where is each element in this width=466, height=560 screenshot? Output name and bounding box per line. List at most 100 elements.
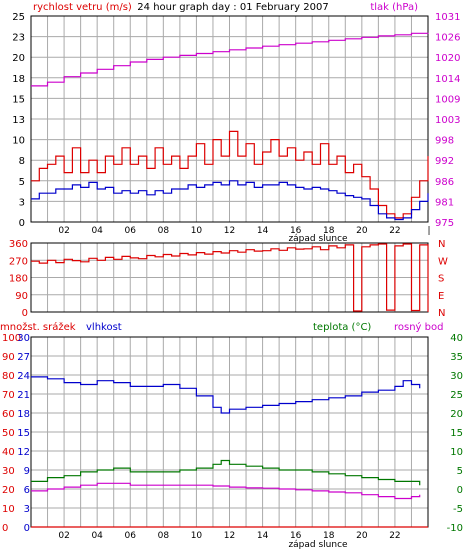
wind-speed-axis-label: rychlost vetru (m/s): [33, 2, 132, 13]
pressure-y-tick: 981: [435, 197, 454, 208]
rain-y-tick: 20: [2, 485, 15, 496]
humidity-y-tick: 9: [24, 466, 30, 477]
temperature-y-tick: -5: [453, 504, 463, 515]
pressure-y-tick: 1003: [435, 115, 460, 126]
humidity-y-tick: 18: [17, 409, 30, 420]
x-tick-label: 02: [58, 531, 69, 541]
humidity-y-tick: 24: [17, 371, 30, 382]
temperature-y-tick: 25: [450, 390, 463, 401]
direction-y-tick: 360: [9, 239, 28, 250]
rain-y-tick: 90: [2, 352, 15, 363]
wind-y-tick: 15: [12, 94, 25, 105]
pressure-y-tick: 1026: [435, 33, 460, 44]
compass-tick: S: [438, 274, 444, 285]
x-tick-label: 14: [257, 531, 269, 541]
pressure-y-tick: 1009: [435, 94, 460, 105]
compass-tick: N: [438, 239, 445, 250]
x-tick-label: 12: [224, 531, 235, 541]
rain-y-tick: 50: [2, 428, 15, 439]
x-tick-label: 08: [158, 226, 170, 236]
humidity-y-tick: 30: [17, 333, 30, 344]
humidity-y-tick: 15: [17, 428, 30, 439]
temperature-y-tick: 40: [450, 333, 463, 344]
pressure-y-tick: 1031: [435, 12, 460, 23]
humidity-y-tick: 6: [24, 485, 30, 496]
pressure-line: [31, 32, 429, 87]
rain-axis-label: množst. srážek: [0, 321, 76, 333]
rain-y-tick: 70: [2, 390, 15, 401]
direction-y-tick: 90: [15, 291, 28, 302]
direction-y-tick: 270: [9, 256, 28, 267]
wind-direction-line: [31, 243, 429, 312]
dewpoint-axis-label: rosný bod: [394, 321, 443, 333]
x-tick-label: 22: [389, 531, 400, 541]
temperature-axis-label: teplota (°C): [313, 322, 371, 333]
sunset-label-bottom: západ slunce: [288, 540, 348, 550]
x-tick-label: 04: [91, 531, 103, 541]
x-tick-label: 16: [290, 226, 302, 236]
rain-y-tick: 100: [2, 333, 21, 344]
x-tick-label: 20: [356, 531, 368, 541]
x-tick-label: 02: [58, 226, 69, 236]
direction-y-tick: 0: [22, 308, 28, 319]
wind-y-tick: 0: [19, 218, 25, 229]
x-tick-label: 18: [323, 226, 335, 236]
x-tick-label: 08: [158, 531, 170, 541]
x-tick-end: |: [427, 226, 430, 236]
humidity-y-tick: 12: [17, 447, 30, 458]
x-tick-label: 10: [191, 226, 203, 236]
x-tick-label: 14: [257, 226, 269, 236]
rain-y-tick: 40: [2, 447, 15, 458]
rain-y-tick: 30: [2, 466, 15, 477]
humidity-line: [31, 376, 421, 414]
temperature-line: [31, 459, 421, 486]
temperature-y-tick: 15: [450, 428, 463, 439]
x-tick-label: 10: [191, 531, 203, 541]
pressure-y-tick: 992: [435, 156, 454, 167]
plot-frame: [30, 15, 429, 223]
rain-y-tick: 10: [2, 504, 15, 515]
chart-title: 24 hour graph day : 01 February 2007: [137, 2, 328, 13]
humidity-axis-label: vlhkost: [86, 322, 122, 333]
humidity-y-tick: 21: [17, 390, 30, 401]
wind-y-tick: 20: [12, 53, 25, 64]
sunset-label: západ slunce: [288, 234, 348, 244]
x-tick-label: 20: [356, 226, 368, 236]
temperature-y-tick: 5: [457, 466, 463, 477]
rain-y-tick: 0: [2, 523, 8, 534]
rain-y-tick: 80: [2, 371, 15, 382]
direction-y-tick: 180: [9, 274, 28, 285]
wind-y-tick: 13: [12, 115, 25, 126]
temperature-y-tick: 35: [450, 352, 463, 363]
humidity-y-tick: 3: [24, 504, 30, 515]
pressure-y-tick: 1014: [435, 74, 460, 85]
rain-y-tick: 60: [2, 409, 15, 420]
humidity-y-tick: 0: [24, 523, 30, 534]
temperature-y-tick: 30: [450, 371, 463, 382]
humidity-y-tick: 27: [17, 352, 30, 363]
pressure-y-tick: 986: [435, 177, 454, 188]
temperature-y-tick: -10: [447, 523, 463, 534]
temperature-y-tick: 0: [457, 485, 463, 496]
wind-y-tick: 8: [19, 156, 25, 167]
x-tick-label: 12: [224, 226, 235, 236]
wind-speed-line: [31, 130, 429, 219]
wind-y-tick: 10: [12, 136, 25, 147]
pressure-y-tick: 998: [435, 136, 454, 147]
wind-y-tick: 18: [12, 74, 25, 85]
x-tick-label: 06: [125, 226, 137, 236]
x-tick-label: 04: [91, 226, 103, 236]
compass-tick: E: [438, 291, 444, 302]
x-tick-label: 16: [290, 531, 302, 541]
temperature-y-tick: 20: [450, 409, 463, 420]
x-tick-label: 06: [125, 531, 137, 541]
wind-y-tick: 3: [19, 197, 25, 208]
pressure-y-tick: 975: [435, 218, 454, 229]
temperature-y-tick: 10: [450, 447, 463, 458]
x-tick-label: 18: [323, 531, 335, 541]
wind-avg-line: [31, 180, 429, 221]
pressure-axis-label: tlak (hPa): [370, 2, 418, 13]
wind-y-tick: 25: [12, 12, 25, 23]
